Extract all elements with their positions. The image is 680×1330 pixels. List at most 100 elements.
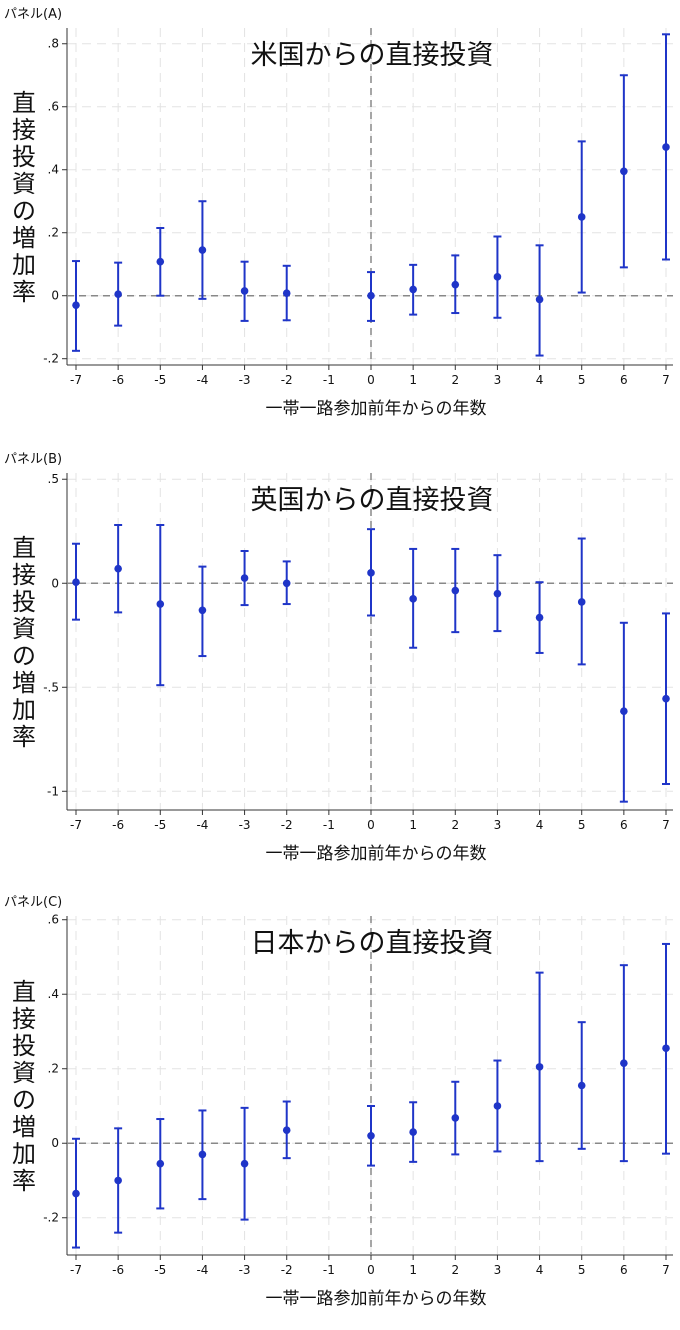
point-estimate (282, 579, 291, 588)
point-estimate (409, 1128, 417, 1136)
x-tick-label: 4 (536, 818, 544, 832)
x-tick-label: 7 (662, 818, 670, 832)
data-point (156, 1118, 165, 1210)
y-axis-title: 直接投資の増加率 (12, 89, 36, 306)
data-point (493, 554, 502, 633)
y-tick-label: 0 (51, 289, 59, 303)
data-point (409, 547, 418, 649)
x-tick-label: -6 (112, 818, 124, 832)
data-point (535, 244, 544, 357)
panel-a: パネル(A) -.2 0 .2 .4 .6 .8 -7 -6 -5 -4 -3 -2 -1 0 1 2 3 4 5 6 7… (4, 7, 673, 419)
y-tick-label: .2 (48, 1062, 59, 1076)
y-axis-title: 直接投資の増加率 (12, 534, 36, 751)
data-point (282, 560, 291, 606)
y-tick-label: .4 (48, 163, 59, 177)
point-estimate (662, 694, 670, 703)
data-point (72, 1137, 80, 1249)
y-tick-label: .5 (48, 472, 59, 486)
x-tick-label: -7 (70, 1263, 82, 1277)
data-point (114, 1127, 123, 1234)
x-tick-label: -7 (70, 373, 82, 387)
panel-label: パネル(A) (4, 7, 62, 22)
data-point (198, 200, 207, 300)
y-tick-label: .6 (48, 100, 59, 114)
x-axis-title: 一帯一路参加前年からの年数 (266, 1289, 487, 1309)
x-tick-label: 4 (536, 1263, 544, 1277)
x-tick-label: 6 (620, 1263, 628, 1277)
point-estimate (620, 167, 628, 176)
data-point (114, 261, 123, 327)
x-tick-label: 1 (409, 818, 417, 832)
x-axis-title: 一帯一路参加前年からの年数 (266, 844, 487, 864)
x-tick-label: 1 (409, 373, 417, 387)
data-point (662, 612, 670, 785)
point-estimate (620, 707, 628, 715)
x-tick-label: 7 (662, 373, 670, 387)
data-point (535, 581, 544, 654)
panel-label: パネル(C) (4, 895, 62, 910)
y-tick-label: .4 (48, 987, 59, 1001)
data-point (493, 235, 502, 319)
x-tick-label: 6 (620, 818, 628, 832)
point-estimate (451, 1114, 460, 1122)
x-tick-label: 7 (662, 1263, 670, 1277)
data-point (282, 1100, 291, 1160)
x-tick-label: -5 (154, 1263, 166, 1277)
x-tick-label: -4 (196, 373, 208, 387)
data-point (451, 254, 460, 315)
x-tick-label: 0 (367, 1263, 375, 1277)
x-tick-label: -2 (281, 1263, 293, 1277)
x-tick-label: -5 (154, 818, 166, 832)
y-tick-label: -.2 (43, 1211, 59, 1225)
point-estimate (282, 1126, 291, 1135)
point-estimate (282, 289, 291, 297)
point-estimate (620, 1059, 628, 1067)
data-point (409, 263, 418, 316)
point-estimate (662, 143, 670, 151)
y-tick-label: -.2 (43, 352, 59, 366)
y-tick-label: 0 (51, 1136, 59, 1150)
x-tick-label: -1 (323, 1263, 335, 1277)
data-point (156, 226, 165, 297)
point-estimate (198, 1150, 207, 1159)
data-point (451, 1080, 460, 1156)
data-point (409, 1101, 418, 1163)
x-tick-label: -3 (239, 1263, 251, 1277)
point-estimate (535, 613, 544, 622)
point-estimate (240, 1159, 249, 1168)
x-tick-label: 2 (451, 373, 459, 387)
data-point (198, 1109, 207, 1201)
data-point (619, 74, 628, 269)
data-point (114, 524, 123, 614)
x-tick-label: -7 (70, 818, 82, 832)
x-tick-label: -4 (196, 818, 208, 832)
data-point (240, 1106, 249, 1221)
data-point (240, 550, 249, 607)
x-tick-label: 1 (409, 1263, 417, 1277)
x-axis-title: 一帯一路参加前年からの年数 (266, 399, 487, 419)
data-point (619, 621, 628, 803)
x-tick-label: -6 (112, 373, 124, 387)
x-tick-label: -3 (239, 373, 251, 387)
point-estimate (72, 301, 80, 309)
data-point (577, 537, 586, 666)
data-point (535, 971, 544, 1163)
point-estimate (451, 280, 460, 289)
x-tick-label: -1 (323, 373, 335, 387)
data-point (72, 260, 80, 352)
point-estimate (451, 586, 460, 595)
x-tick-label: 3 (494, 1263, 502, 1277)
point-estimate (367, 291, 375, 300)
point-estimate (156, 257, 165, 266)
point-estimate (493, 1102, 502, 1110)
point-estimate (72, 578, 80, 587)
panel-c: パネル(C) -.2 0 .2 .4 .6 -7 -6 -5 -4 -3 -2 -1 0 1 2 3 4 5 6 7 一帯… (4, 895, 673, 1309)
panel-b: パネル(B) -1 -.5 0 .5 -7 -6 -5 -4 -3 -2 -1 0 1 2 3 4 5 6 7 一帯一路… (4, 452, 673, 864)
point-estimate (662, 1044, 670, 1053)
point-estimate (156, 1159, 165, 1168)
point-estimate (577, 213, 586, 221)
point-estimate (535, 1063, 544, 1071)
data-point (662, 942, 670, 1155)
x-tick-label: -4 (196, 1263, 208, 1277)
